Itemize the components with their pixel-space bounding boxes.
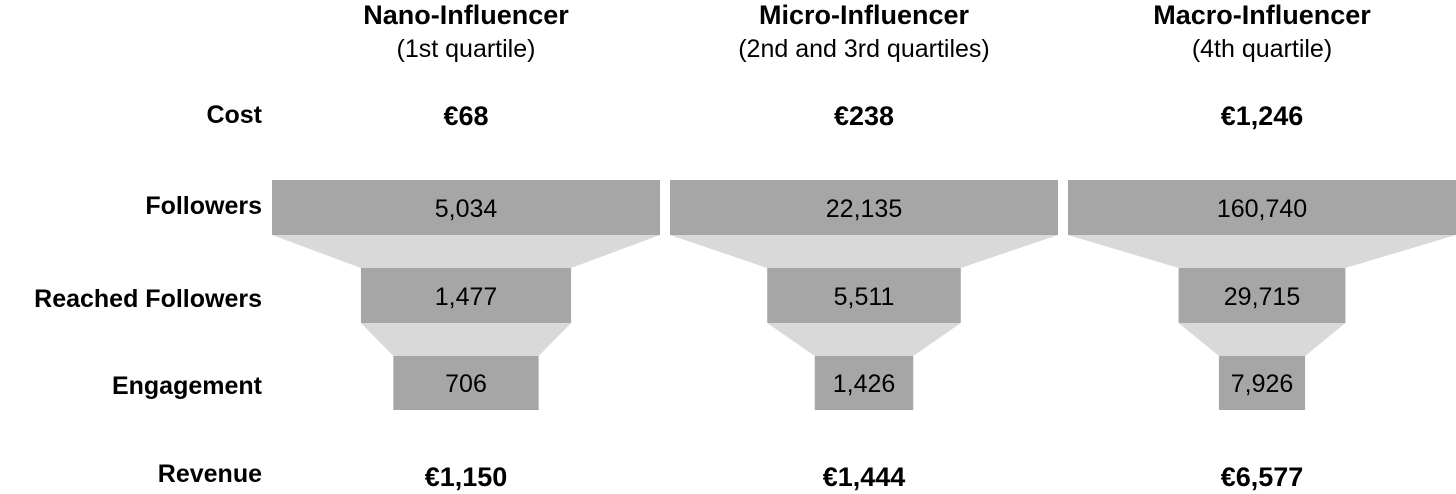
row-label-engagement: Engagement <box>112 372 263 400</box>
row-label-reached-followers: Reached Followers <box>34 285 262 313</box>
revenue-value: €6,577 <box>1221 462 1304 492</box>
funnel-bar-followers <box>670 180 1058 235</box>
funnel-bar-followers <box>1068 180 1456 235</box>
row-label-followers: Followers <box>145 192 262 220</box>
data-label-reached: 1,477 <box>435 283 498 311</box>
data-label-followers: 22,135 <box>826 195 902 223</box>
funnel-connector <box>1178 323 1346 356</box>
data-label-reached: 29,715 <box>1224 283 1300 311</box>
funnel-connector <box>272 235 660 268</box>
funnel-connector <box>670 235 1058 268</box>
data-label-engagement: 7,926 <box>1231 370 1294 398</box>
cost-value: €68 <box>443 101 488 131</box>
column-title: Macro-Influencer <box>1153 0 1371 30</box>
column-subtitle: (2nd and 3rd quartiles) <box>738 35 990 63</box>
funnel-bar-followers <box>272 180 660 235</box>
column-title: Micro-Influencer <box>759 0 970 30</box>
data-label-followers: 160,740 <box>1217 195 1307 223</box>
row-label-revenue: Revenue <box>158 460 262 488</box>
funnel-connector <box>767 323 961 356</box>
funnel-bar-reached <box>767 268 961 323</box>
column-subtitle: (1st quartile) <box>397 35 536 63</box>
data-label-followers: 5,034 <box>435 195 498 223</box>
cost-value: €1,246 <box>1221 101 1304 131</box>
funnel-bar-reached <box>360 268 572 323</box>
row-label-cost: Cost <box>206 101 262 129</box>
funnel-connector <box>1068 235 1456 268</box>
funnel-bar-engagement <box>814 356 914 410</box>
column-subtitle: (4th quartile) <box>1192 35 1332 63</box>
revenue-value: €1,150 <box>425 462 508 492</box>
column-title: Nano-Influencer <box>363 0 569 30</box>
funnel-bar-reached <box>1178 268 1346 323</box>
funnel-bar-engagement <box>1218 356 1306 410</box>
data-label-engagement: 706 <box>445 370 487 398</box>
funnel-columns: 5,034 1,477 706 Nano-Influencer (1st quartil… <box>272 0 1456 492</box>
cost-value: €238 <box>834 101 894 131</box>
funnel-bar-engagement <box>393 356 539 410</box>
data-label-reached: 5,511 <box>834 283 895 311</box>
funnel-connector <box>360 323 572 356</box>
revenue-value: €1,444 <box>823 462 906 492</box>
data-label-engagement: 1,426 <box>833 370 896 398</box>
